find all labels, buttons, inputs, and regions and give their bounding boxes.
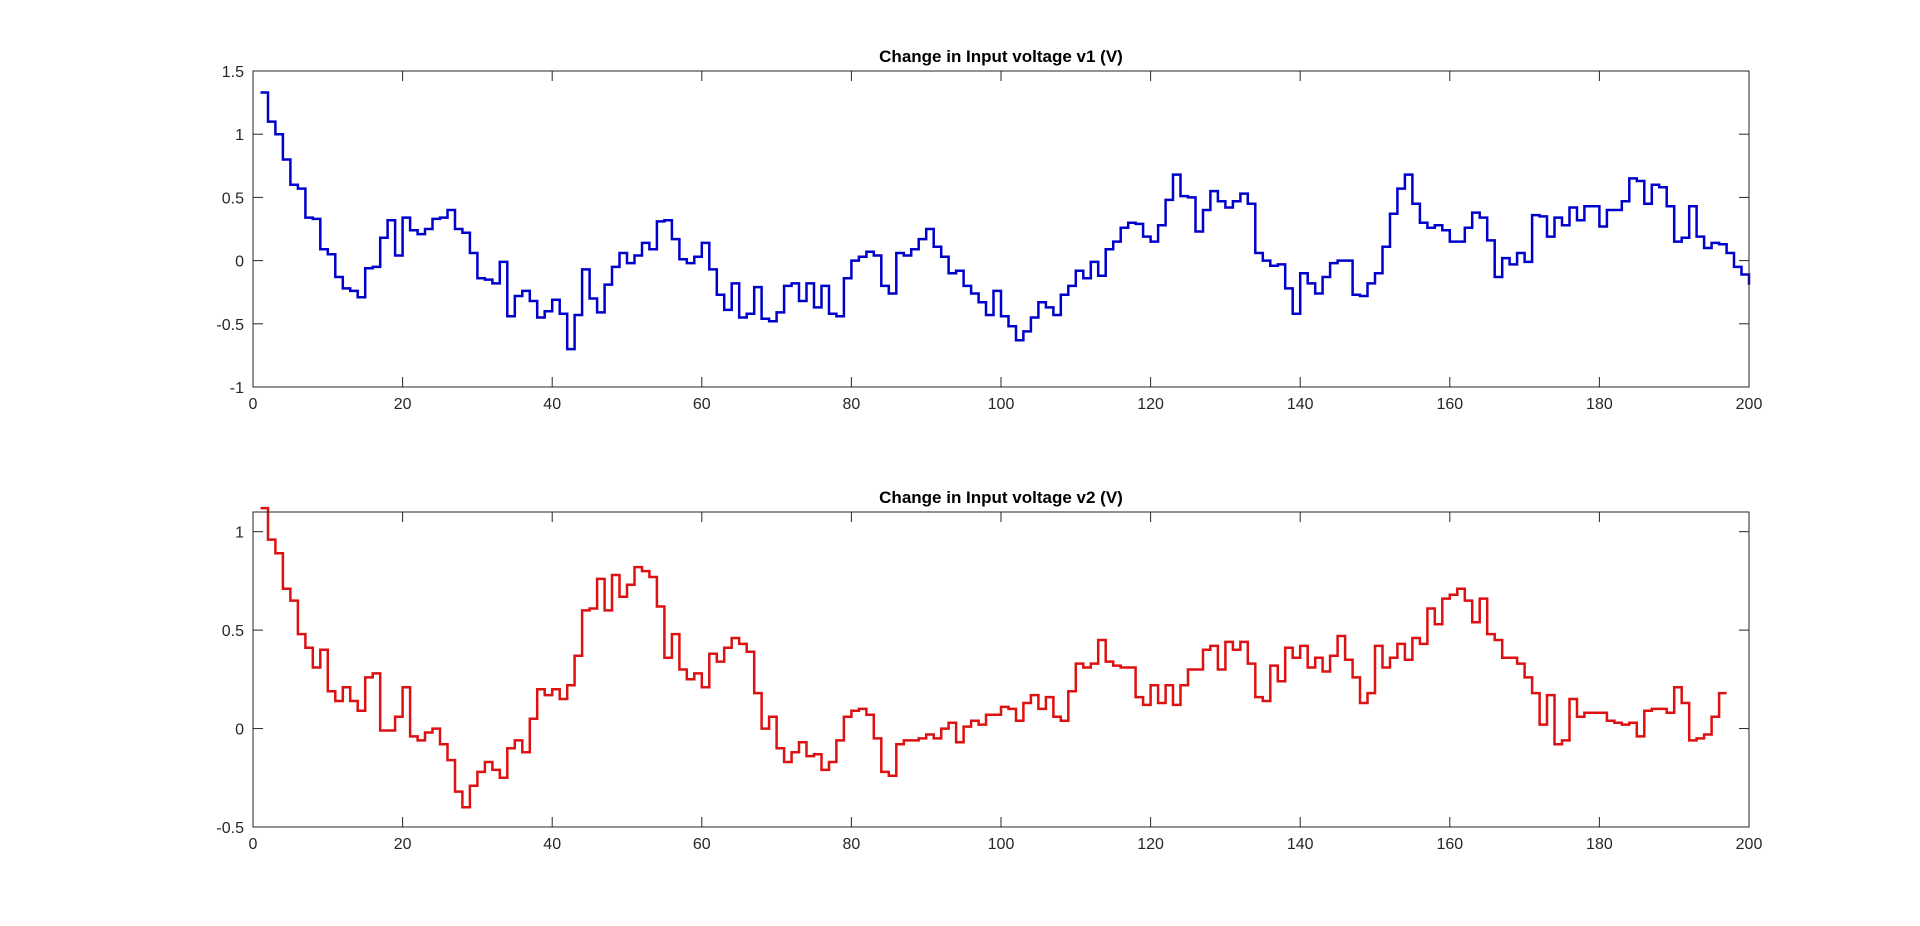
x-tick-label: 20 bbox=[394, 836, 412, 853]
plot-title-v1: Change in Input voltage v1 (V) bbox=[879, 47, 1123, 66]
y-tick-label: 1 bbox=[235, 127, 244, 144]
x-tick-label: 80 bbox=[843, 836, 861, 853]
x-tick-label: 60 bbox=[693, 396, 711, 413]
x-tick-label: 0 bbox=[249, 396, 258, 413]
x-tick-label: 180 bbox=[1586, 836, 1613, 853]
x-tick-label: 20 bbox=[394, 396, 412, 413]
y-tick-label: 0 bbox=[235, 254, 244, 271]
axes-box-v2 bbox=[252, 511, 1750, 828]
x-tick-label: 140 bbox=[1287, 396, 1314, 413]
y-tick-label: 1.5 bbox=[222, 64, 244, 81]
x-tick-label: 160 bbox=[1436, 396, 1463, 413]
y-tick-label: -1 bbox=[230, 380, 244, 397]
x-tick-label: 40 bbox=[543, 836, 561, 853]
plot-v1: Change in Input voltage v1 (V) 0 20 40 60 80… bbox=[216, 47, 1762, 413]
x-tick-label: 180 bbox=[1586, 396, 1613, 413]
y-tick-label: 1 bbox=[235, 525, 244, 542]
x-tick-label: 120 bbox=[1137, 836, 1164, 853]
series-line-v2 bbox=[260, 506, 1727, 809]
y-tick-label: -0.5 bbox=[216, 820, 244, 837]
y-tick-label: 0.5 bbox=[222, 623, 244, 640]
x-tick-label: 200 bbox=[1736, 396, 1763, 413]
series-line-v1 bbox=[260, 91, 1751, 351]
axes-box-v1 bbox=[252, 70, 1750, 388]
y-tick-label: -0.5 bbox=[216, 317, 244, 334]
x-tick-label: 100 bbox=[988, 396, 1015, 413]
y-tick-label: 0 bbox=[235, 722, 244, 739]
y-tick-label: 0.5 bbox=[222, 190, 244, 207]
x-tick-label: 160 bbox=[1436, 836, 1463, 853]
x-tick-label: 200 bbox=[1736, 836, 1763, 853]
x-tick-label: 80 bbox=[843, 396, 861, 413]
x-tick-label: 40 bbox=[543, 396, 561, 413]
ticks-v1: 0 20 40 60 80 100 120 140 160 180 200 -1 -0.5 0 0.5 1 1.… bbox=[216, 64, 1762, 413]
plot-title-v2: Change in Input voltage v2 (V) bbox=[879, 488, 1123, 507]
ticks-v2: 0 20 40 60 80 100 120 140 160 180 200 -0.5 0 0.5 1 bbox=[216, 512, 1762, 853]
plot-v2: Change in Input voltage v2 (V) 0 20 40 60 80… bbox=[216, 488, 1762, 853]
x-tick-label: 120 bbox=[1137, 396, 1164, 413]
x-tick-label: 100 bbox=[988, 836, 1015, 853]
x-tick-label: 140 bbox=[1287, 836, 1314, 853]
x-tick-label: 60 bbox=[693, 836, 711, 853]
x-tick-label: 0 bbox=[249, 836, 258, 853]
